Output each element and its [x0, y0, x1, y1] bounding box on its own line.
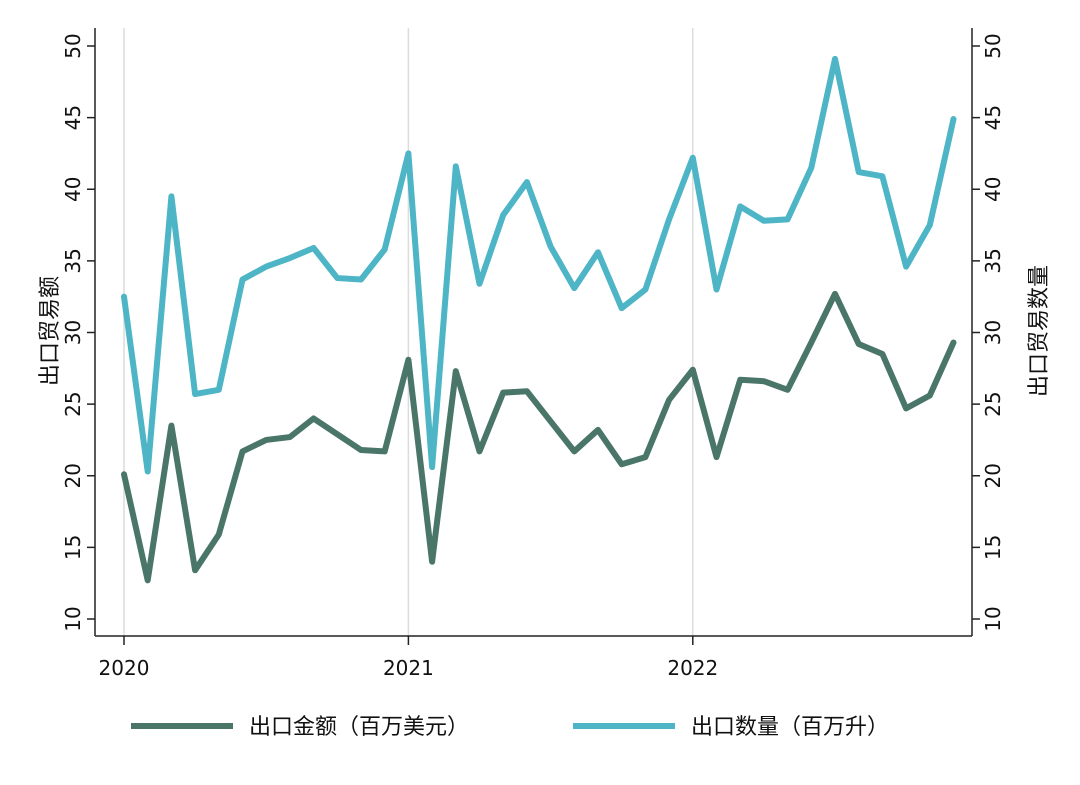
y-tick-label-left: 15: [61, 535, 85, 560]
y-axis-title-left: 出口贸易额: [38, 276, 63, 386]
y-tick-label-right: 10: [981, 606, 1005, 631]
y-tick-label-left: 20: [61, 463, 85, 488]
x-tick-label: 2020: [99, 656, 150, 680]
y-axis-title-right: 出口贸易数量: [1027, 265, 1052, 397]
y-tick-label-right: 45: [981, 105, 1005, 130]
legend-label-2: 出口数量（百万升）: [691, 715, 889, 740]
legend: 出口金额（百万美元） 出口数量（百万升）: [131, 715, 889, 740]
y-tick-label-right: 35: [981, 248, 1005, 273]
y-tick-label-left: 40: [61, 177, 85, 202]
y-tick-label-right: 30: [981, 320, 1005, 345]
series-layer: [121, 55, 957, 584]
y-tick-label-left: 45: [61, 105, 85, 130]
y-tick-label-right: 40: [981, 177, 1005, 202]
y-tick-label-left: 25: [61, 391, 85, 416]
y-tick-label-left: 30: [61, 320, 85, 345]
legend-label-1: 出口金额（百万美元）: [249, 715, 469, 740]
y-tick-label-right: 20: [981, 463, 1005, 488]
y-tick-label-right: 15: [981, 535, 1005, 560]
y-tick-label-left: 10: [61, 606, 85, 631]
y-tick-label-right: 25: [981, 391, 1005, 416]
y-tick-label-left: 35: [61, 248, 85, 273]
y-tick-label-left: 50: [61, 33, 85, 58]
x-tick-label: 2022: [667, 656, 718, 680]
x-tick-label: 2021: [383, 656, 434, 680]
grid-layer: [123, 28, 694, 636]
y-tick-label-right: 50: [981, 33, 1005, 58]
series-line-1: [121, 290, 957, 584]
series-line-2: [121, 55, 957, 475]
